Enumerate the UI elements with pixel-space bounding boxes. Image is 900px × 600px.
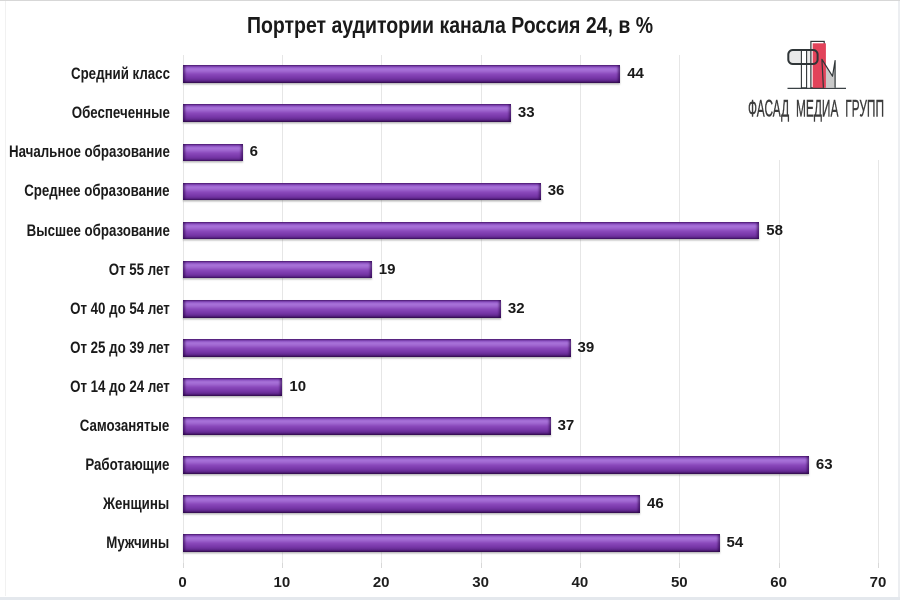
svg-text:ФАСАД МЕДИА ГРУПП: ФАСАД МЕДИА ГРУПП bbox=[748, 95, 884, 122]
